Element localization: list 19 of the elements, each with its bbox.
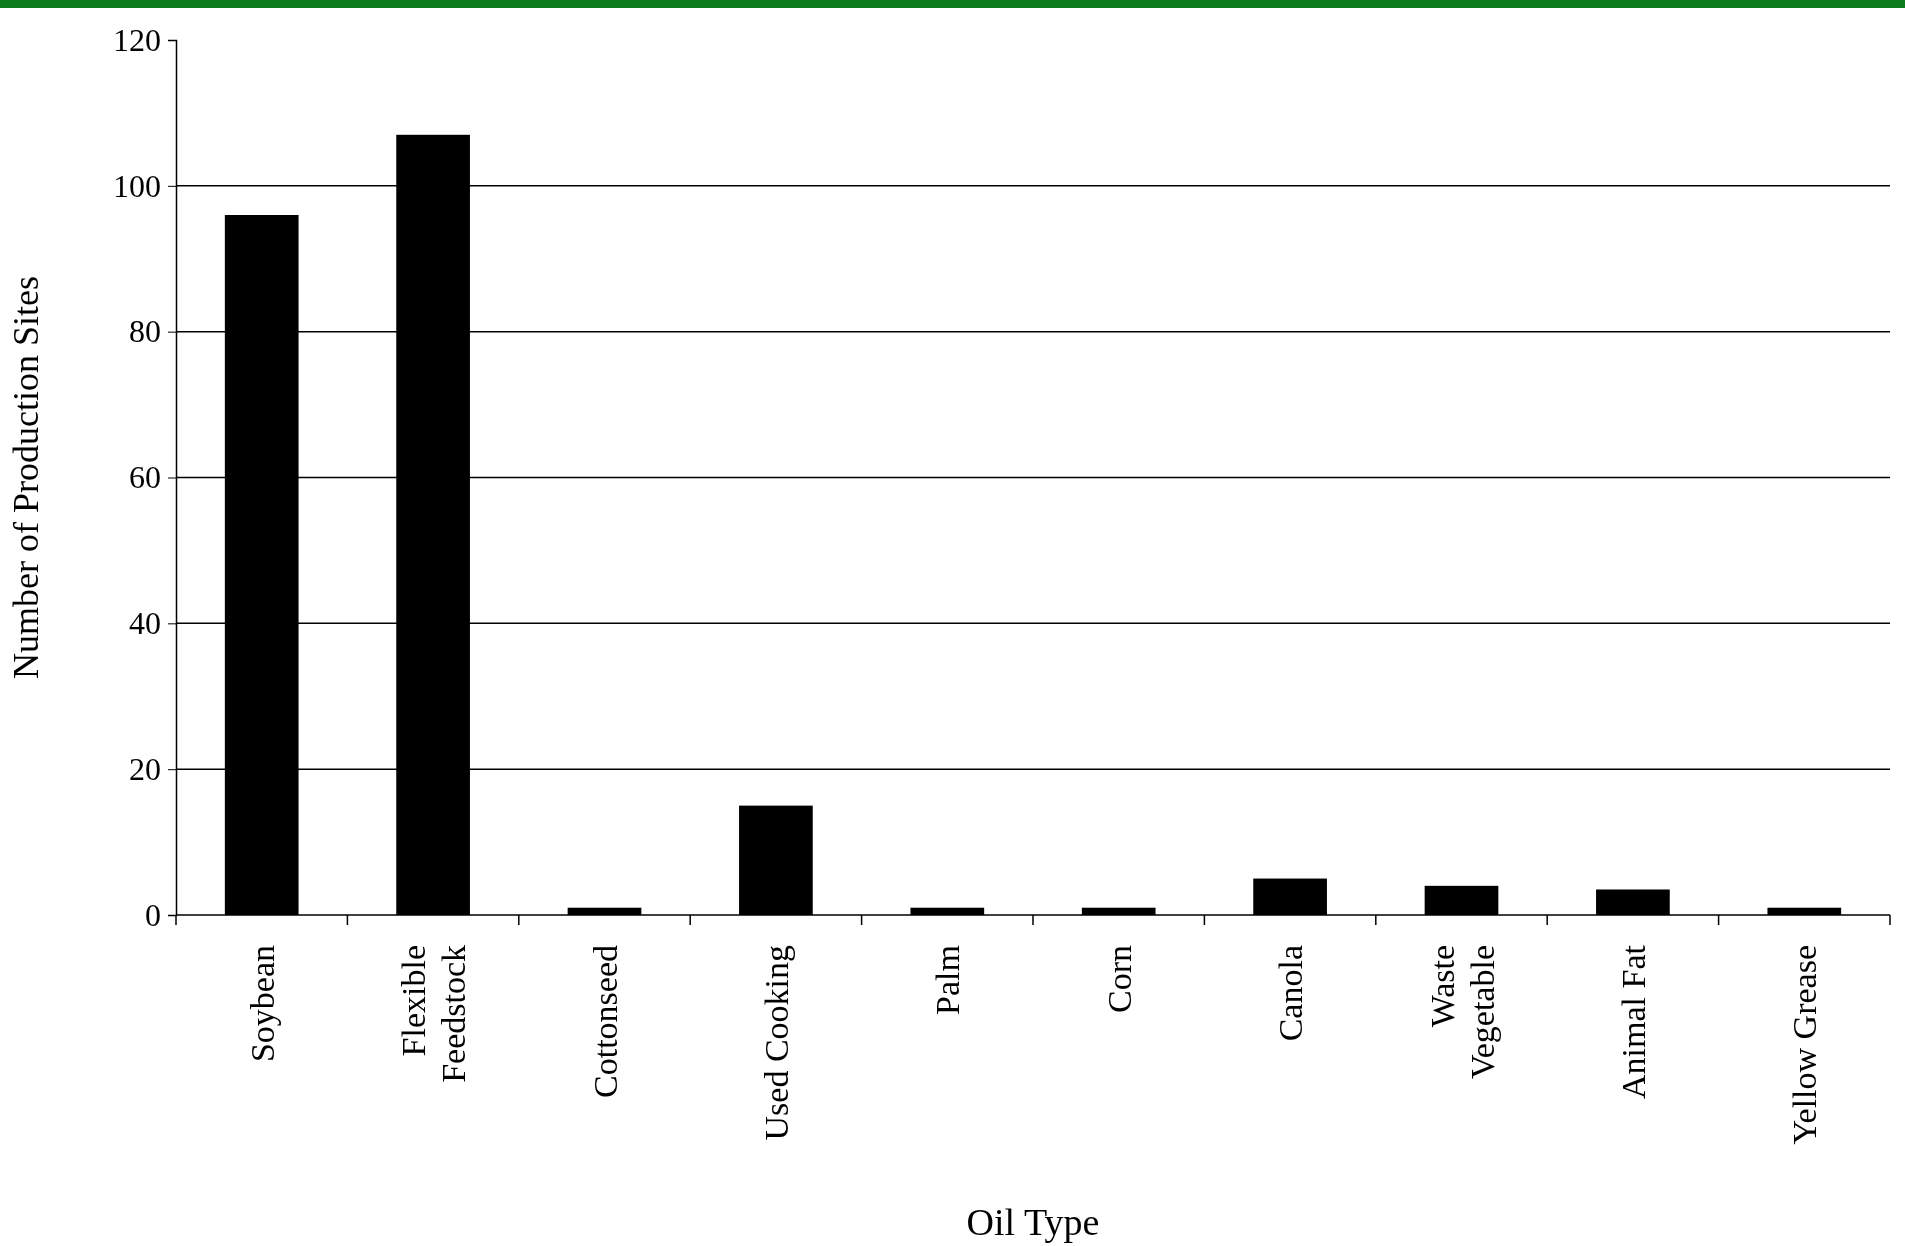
y-tick-label: 100: [113, 167, 161, 204]
x-tick-label: Used Cooking: [757, 945, 795, 1141]
x-tick-label: Palm: [929, 945, 967, 1015]
x-tick-label: Soybean: [243, 945, 281, 1063]
y-axis-title: Number of Production Sites: [6, 276, 46, 679]
x-tick-label: Cottonseed: [586, 945, 624, 1098]
x-tick-label: Canola: [1272, 945, 1310, 1042]
y-tick-label: 0: [145, 896, 161, 933]
y-tick-label: 80: [129, 313, 161, 350]
x-tick-label: Corn: [1100, 945, 1138, 1013]
y-tick-label: 20: [129, 750, 161, 787]
y-tick-label: 120: [113, 21, 161, 58]
x-tick-label: Yellow Grease: [1786, 945, 1824, 1145]
y-tick-label: 40: [129, 605, 161, 642]
y-tick-label: 60: [129, 459, 161, 496]
x-tick-label: Waste Vegetable: [1423, 945, 1501, 1080]
x-axis-title: Oil Type: [966, 1201, 1100, 1243]
x-tick-label: Flexible Feedstock: [395, 945, 473, 1083]
x-tick-label: Animal Fat: [1614, 944, 1652, 1099]
